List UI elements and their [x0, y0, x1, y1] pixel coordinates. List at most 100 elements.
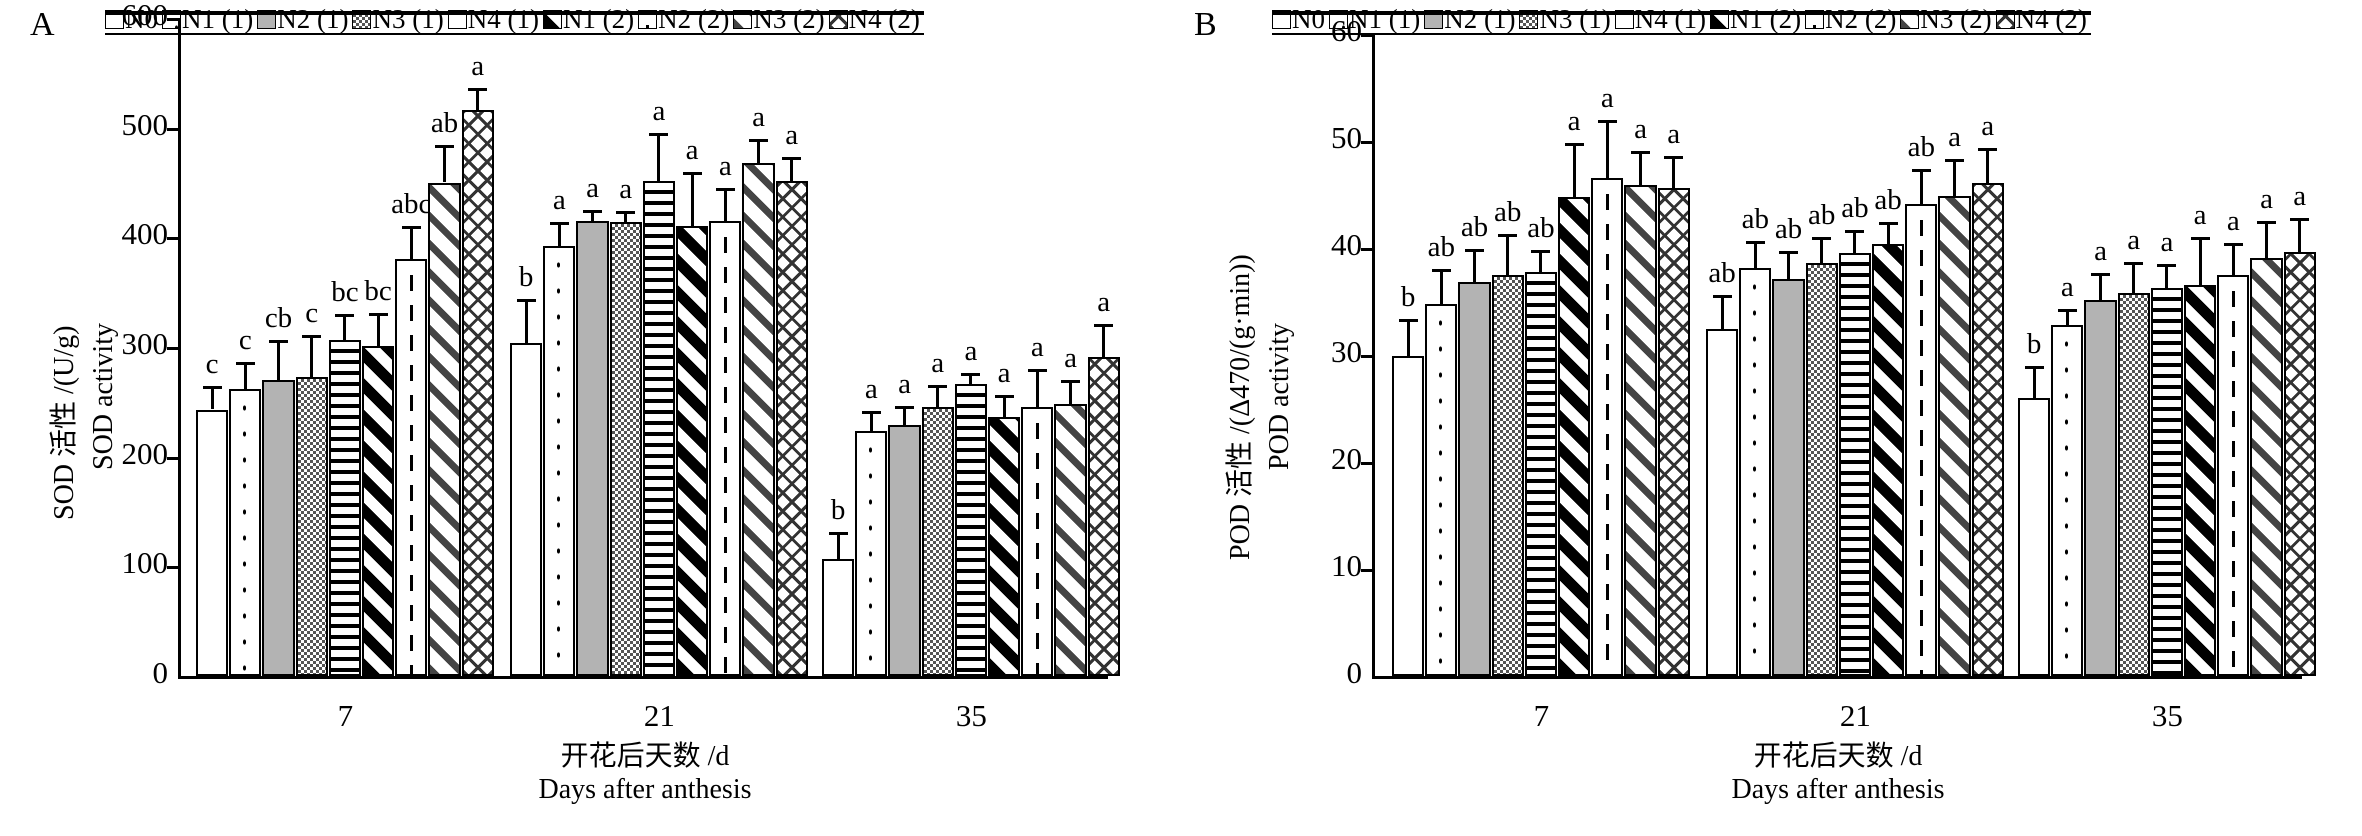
error-bar	[2231, 242, 2235, 275]
bar	[328, 340, 361, 676]
bar	[676, 226, 709, 676]
error-bar	[343, 314, 347, 341]
bar	[461, 110, 494, 676]
bar	[1739, 268, 1772, 676]
error-bar-cap	[749, 138, 768, 142]
bar	[1838, 253, 1871, 676]
error-bar-cap	[368, 313, 388, 316]
error-bar	[690, 171, 694, 227]
x-axis-title: 开花后天数 /d Days after anthesis	[345, 740, 945, 806]
error-bar	[1539, 250, 1543, 272]
error-bar	[903, 406, 906, 425]
significance-letter: a	[2293, 180, 2307, 213]
error-bar-cap	[1878, 222, 1898, 226]
error-bar	[836, 532, 840, 559]
error-bar	[969, 373, 973, 385]
legend: N0N1 (1)N2 (1)N3 (1)N4 (1)N1 (2)N2 (2)N3…	[105, 4, 924, 35]
bar	[1021, 407, 1054, 676]
bar	[1054, 404, 1087, 676]
error-bar-cap	[649, 133, 669, 137]
y-tick-label: 600	[121, 0, 169, 32]
y-tick-label: 200	[121, 435, 169, 471]
error-bar	[1035, 368, 1039, 408]
error-bar	[2132, 261, 2136, 293]
error-bar	[524, 298, 528, 343]
bar	[2184, 285, 2217, 676]
error-bar-cap	[1061, 379, 1080, 383]
y-axis-title-en: SOD activity	[88, 323, 119, 470]
error-bar-cap	[2157, 264, 2177, 268]
error-bar-cap	[1812, 237, 1832, 241]
error-bar-cap	[1597, 119, 1617, 123]
error-bar-cap	[1465, 249, 1484, 253]
bar	[1491, 274, 1524, 676]
error-bar-cap	[2223, 242, 2243, 246]
x-tick-label: 35	[2151, 698, 2183, 733]
significance-letter: a	[864, 372, 878, 405]
significance-letter: c	[305, 296, 319, 329]
y-tick-label: 20	[1331, 441, 1362, 476]
significance-letter: a	[1030, 330, 1044, 363]
x-axis-title-cn: 开花后天数 /d	[560, 741, 730, 772]
significance-letter: a	[2060, 270, 2074, 303]
error-bar	[757, 138, 760, 163]
error-bar	[443, 145, 446, 183]
bar	[609, 221, 642, 676]
significance-letter: b	[830, 494, 846, 527]
bar	[510, 342, 543, 676]
error-bar	[243, 362, 247, 389]
legend-swatch-5	[447, 10, 467, 29]
error-bar	[790, 157, 794, 182]
significance-letter: a	[1600, 81, 1614, 114]
bar	[262, 379, 295, 676]
bar	[196, 409, 229, 676]
bar	[742, 162, 775, 676]
error-bar-cap	[2257, 221, 2276, 225]
error-bar	[409, 226, 413, 260]
significance-letter: ab	[1427, 231, 1455, 264]
bar	[1805, 262, 1838, 676]
bar	[1392, 356, 1425, 676]
significance-letter: cb	[264, 302, 293, 335]
significance-letter: ab	[1708, 257, 1736, 290]
error-bar-cap	[302, 334, 322, 338]
significance-letter: ab	[1774, 213, 1803, 246]
y-tick	[1361, 569, 1374, 572]
significance-letter: a	[964, 335, 978, 368]
significance-letter: a	[898, 368, 911, 401]
y-tick	[167, 127, 180, 131]
error-bar	[1506, 234, 1510, 275]
bar	[1624, 184, 1657, 676]
y-tick-label: 500	[121, 106, 169, 142]
y-tick-label: 400	[121, 216, 169, 252]
error-bar-cap	[1498, 234, 1518, 238]
error-bar-cap	[895, 406, 914, 410]
error-bar-cap	[1631, 150, 1650, 154]
error-bar	[1572, 143, 1576, 197]
significance-letter: a	[2226, 204, 2240, 237]
bar	[709, 220, 742, 676]
error-bar-cap	[1027, 368, 1047, 372]
bar	[229, 388, 262, 676]
error-bar	[1473, 249, 1476, 283]
error-bar-cap	[202, 386, 222, 390]
x-tick-label: 21	[643, 698, 675, 733]
error-bar	[2298, 218, 2302, 253]
bar	[576, 220, 609, 676]
significance-letter: ab	[1460, 211, 1489, 244]
error-bar-cap	[1945, 159, 1964, 163]
bar	[1938, 195, 1971, 676]
panel-b: B N0N1 (1)N2 (1)N3 (1)N4 (1)N1 (2)N2 (2)N…	[1160, 0, 2362, 836]
y-tick-label: 50	[1331, 120, 1362, 155]
y-tick	[167, 237, 180, 241]
bar	[988, 417, 1021, 676]
legend-swatch-5	[1614, 10, 1634, 29]
significance-letter: ab	[1841, 191, 1869, 224]
error-bar	[2198, 237, 2202, 286]
error-bar-cap	[583, 209, 602, 213]
error-bar	[277, 340, 280, 380]
panel-letter: A	[30, 6, 55, 43]
error-bar	[310, 334, 314, 377]
y-axis-title: SOD 活性 /(U/g)	[49, 325, 80, 520]
error-bar-cap	[1845, 229, 1865, 233]
